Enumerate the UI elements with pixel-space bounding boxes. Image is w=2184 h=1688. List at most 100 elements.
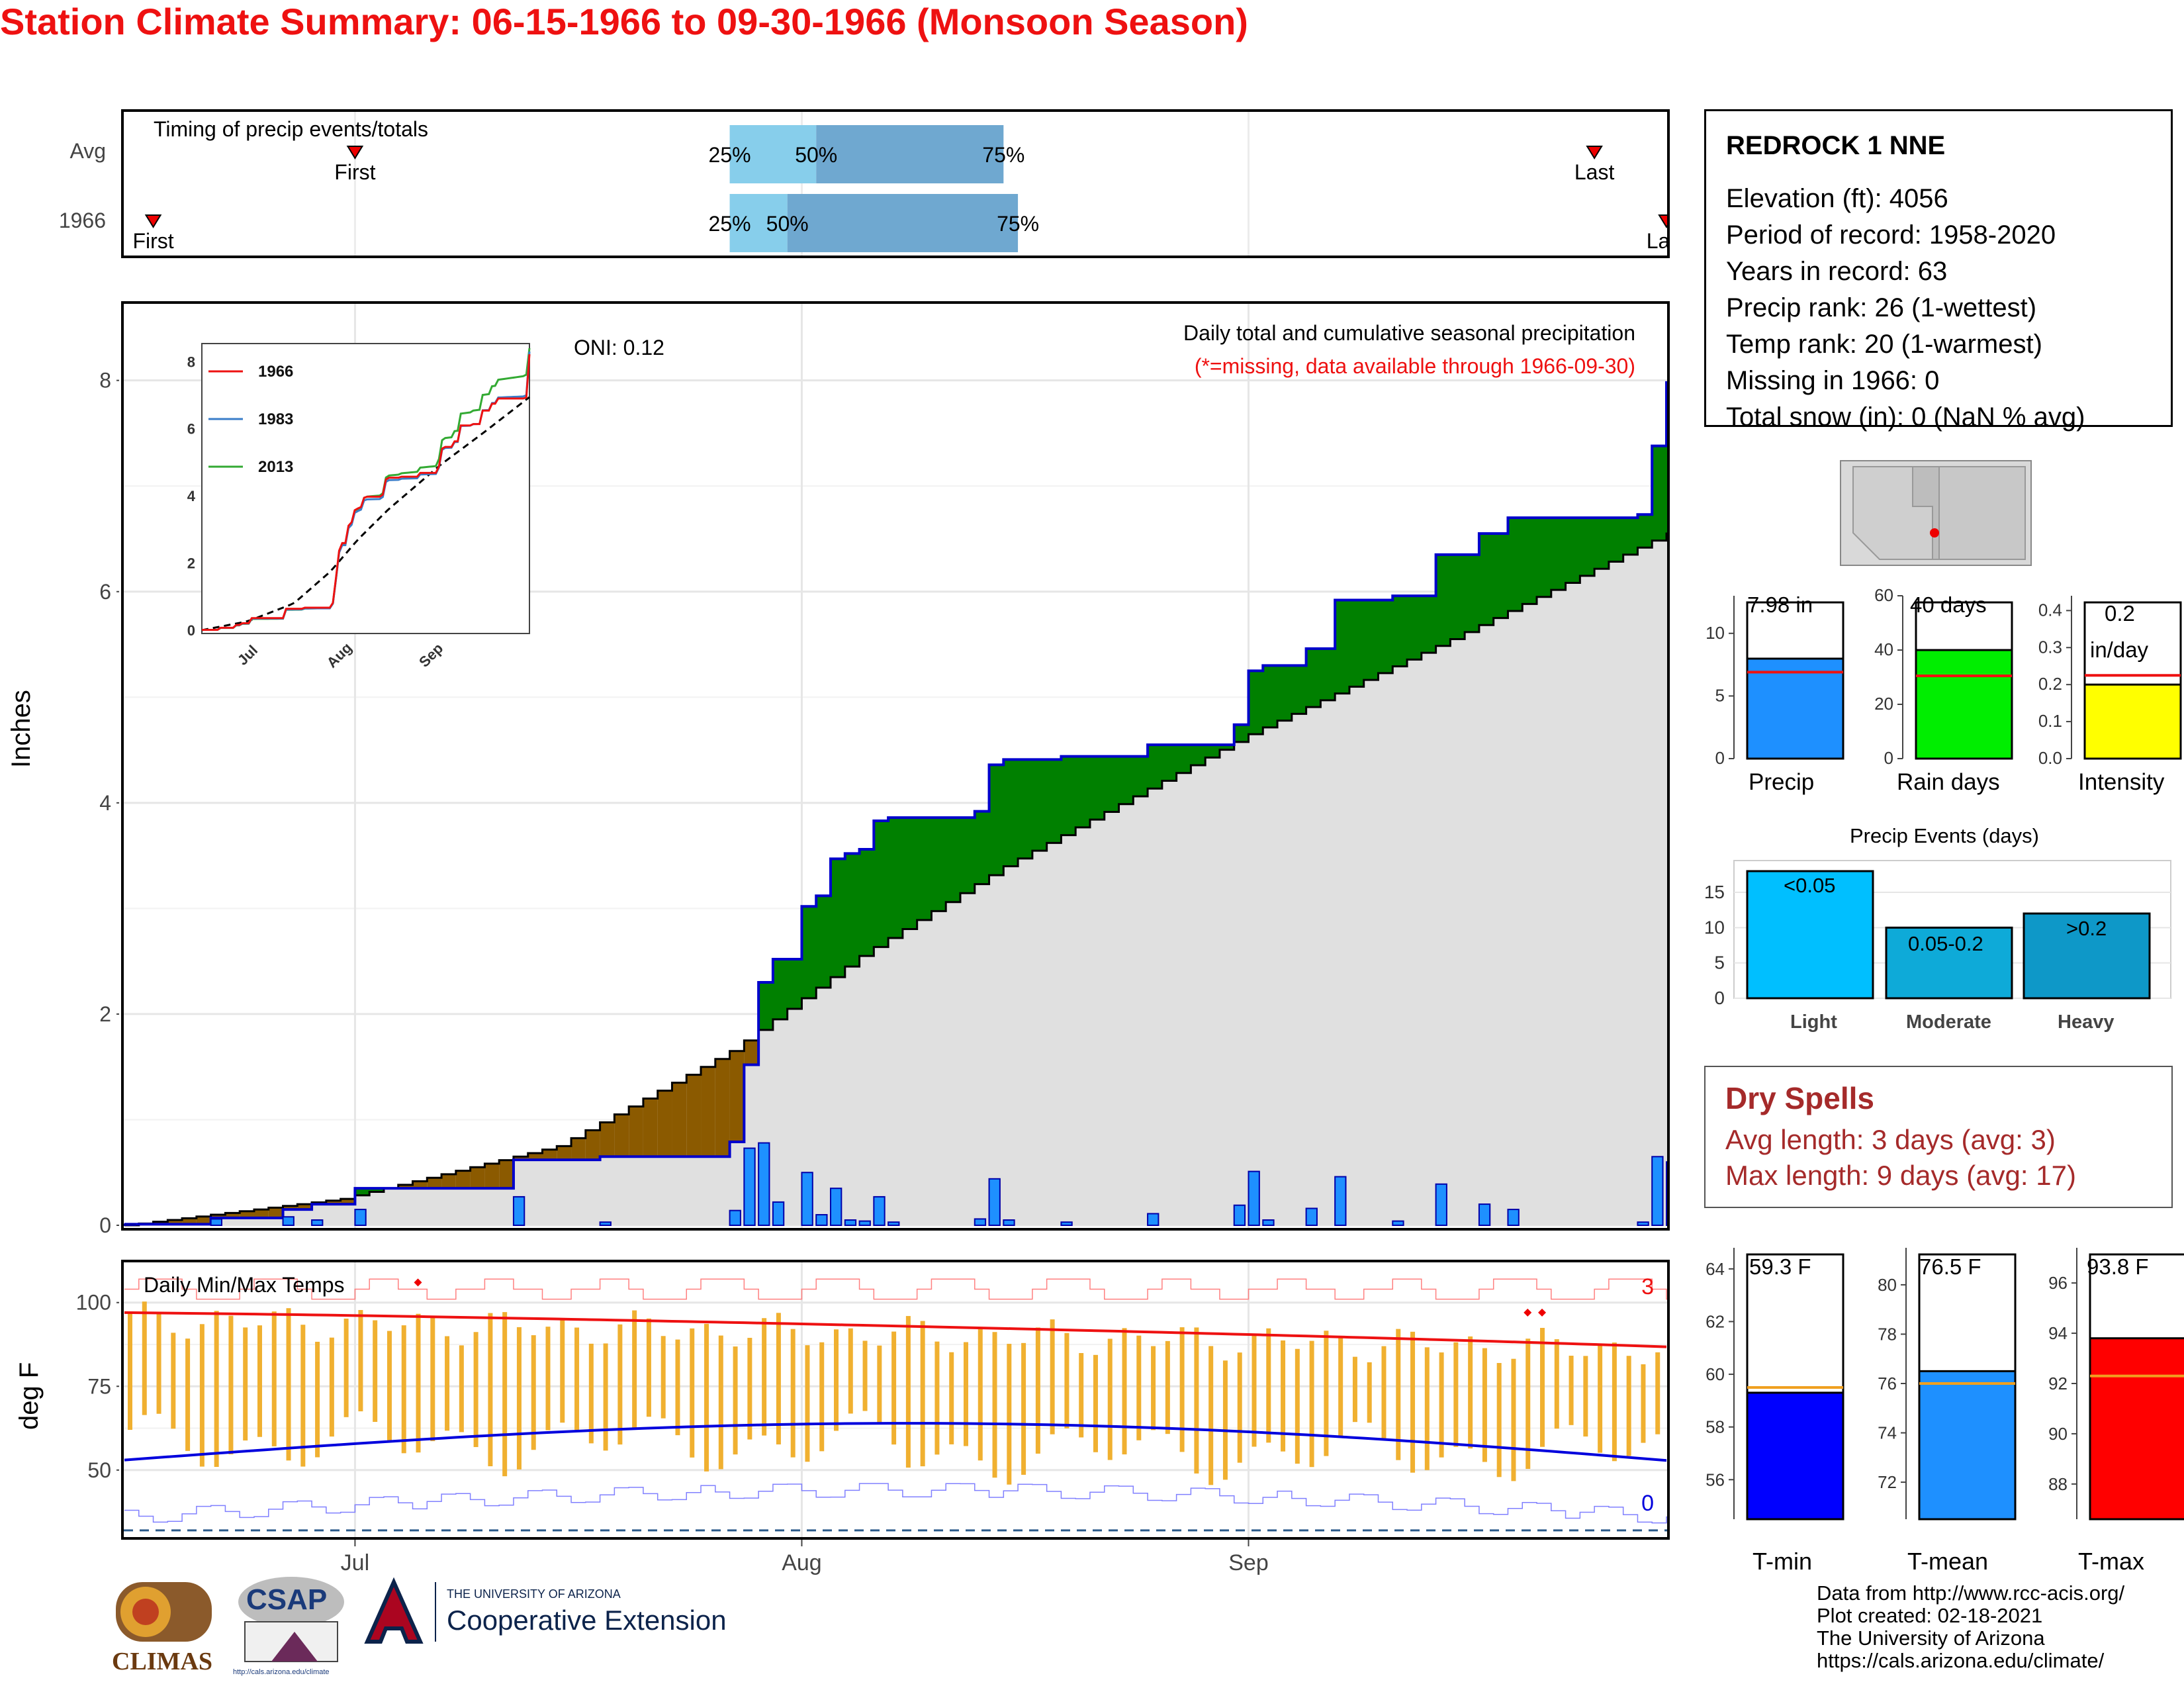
dry-spells-avg: Avg length: 3 days (avg: 3) (1725, 1124, 2056, 1155)
timing-row-year-label: 1966 (58, 209, 106, 232)
timing-p75-label: 75% (997, 212, 1039, 236)
station-snow: Total snow (in): 0 (NaN % avg) (1726, 402, 2085, 432)
anomaly-band (355, 1188, 370, 1196)
daily-temp-bar (905, 1316, 911, 1468)
csap-url: http://cals.arizona.edu/climate (233, 1668, 330, 1676)
daily-temp-bar (1151, 1346, 1156, 1430)
station-precip-rank: Precip rank: 26 (1-wettest) (1726, 293, 2037, 322)
credit-website: https://cals.arizona.edu/climate/ (1817, 1649, 2105, 1672)
anomaly-band (369, 1188, 385, 1192)
anomaly-band (758, 982, 774, 1030)
anomaly-band (888, 818, 903, 939)
daily-temp-bar (1295, 1348, 1300, 1464)
anomaly-band (1089, 756, 1105, 820)
daily-temp-bar (1266, 1328, 1271, 1443)
tbar-bar (1918, 1370, 2017, 1521)
dry-spells-max: Max length: 9 days (avg: 17) (1725, 1160, 2076, 1191)
raindays-bar-value: 40 days (1910, 592, 1987, 617)
anomaly-band (1623, 518, 1639, 555)
mini-y-tick-label: 0.3 (2038, 637, 2062, 657)
y-tick-label: 8 (99, 369, 111, 393)
timing-first-label: First (334, 160, 375, 184)
timing-p50-label: 50% (766, 212, 809, 236)
anomaly-band (1263, 665, 1278, 727)
anomaly-band (1363, 600, 1379, 680)
inset-avg-line (201, 396, 530, 632)
daily-precip-bar (1262, 1219, 1275, 1226)
daily-temp-bar (1208, 1346, 1214, 1485)
anomaly-band (1522, 518, 1537, 604)
daily-temp-bar (1179, 1327, 1185, 1452)
timing-last-marker (1658, 214, 1667, 228)
daily-temp-bar (891, 1331, 897, 1445)
daily-temp-bar (934, 1341, 940, 1455)
daily-temp-bar (329, 1337, 334, 1437)
inset-legend-label: 1983 (258, 410, 293, 428)
daily-temp-bar (776, 1313, 781, 1445)
anomaly-band (1580, 518, 1595, 576)
event-bar-heavy-label: >0.2 (2066, 917, 2107, 940)
daily-temp-bar (1612, 1342, 1617, 1462)
event-category-light: Light (1790, 1011, 1837, 1033)
daily-temp-bar (343, 1318, 349, 1417)
daily-temp-bar (978, 1329, 983, 1461)
daily-precip-bar (210, 1218, 222, 1227)
daily-temp-bar (1626, 1356, 1631, 1456)
anomaly-band (571, 1138, 586, 1160)
daily-temp-bar (1554, 1339, 1559, 1429)
anomaly-band (672, 1082, 687, 1157)
record-high-marker (1538, 1308, 1547, 1317)
daily-temp-bar (401, 1325, 406, 1454)
main-precip-panel: ONI: 0.12 Daily total and cumulative sea… (121, 301, 1670, 1231)
mini-y-tick-label: 5 (1715, 685, 1725, 705)
tmin-label: T-min (1752, 1548, 1812, 1575)
daily-temp-bar (1309, 1340, 1314, 1468)
timing-panel: 25% 50% 75% First Last 25% 50% 75% First Last Tim… (121, 109, 1670, 258)
year-cumulative-line (124, 381, 1667, 1226)
avg-cumulative-band (1089, 820, 1105, 1225)
tbar-y-tick-label: 74 (1878, 1423, 1897, 1443)
temp-label: Daily Min/Max Temps (144, 1273, 345, 1297)
inset-legend-label: 1966 (258, 363, 293, 381)
daily-temp-bar (588, 1343, 594, 1444)
avg-cumulative-band (412, 1181, 428, 1225)
tmin-value: 59.3 F (1749, 1254, 1811, 1279)
anomaly-band (1435, 554, 1451, 646)
daily-temp-bar (877, 1345, 882, 1425)
anomaly-band (253, 1209, 269, 1218)
anomaly-band (1161, 745, 1177, 781)
credit-plot-created: Plot created: 02-18-2021 (1817, 1604, 2043, 1627)
daily-temp-bar (675, 1339, 680, 1436)
daily-temp-bar (1136, 1335, 1142, 1440)
timing-first-marker (346, 146, 364, 160)
anomaly-band (1061, 756, 1076, 835)
avg-cumulative-band (542, 1149, 557, 1225)
events-title: Precip Events (days) (1850, 824, 2039, 847)
avg-cumulative-band (369, 1192, 385, 1225)
anomaly-band (701, 1066, 716, 1157)
avg-cumulative-band (989, 875, 1004, 1225)
anomaly-band (946, 818, 961, 902)
anomaly-band (600, 1122, 615, 1157)
anomaly-band (1392, 596, 1408, 667)
anomaly-band (542, 1149, 557, 1160)
daily-precip-bar (1651, 1156, 1664, 1226)
station-years: Years in record: 63 (1726, 257, 1948, 286)
inset-y-tick: 2 (187, 555, 195, 572)
daily-temp-bar (387, 1331, 392, 1440)
daily-temp-bar (1165, 1340, 1170, 1434)
temp-y-tick-label: 50 (87, 1458, 111, 1482)
daily-temp-bar (1064, 1333, 1069, 1429)
anomaly-band (686, 1074, 702, 1157)
timing-box-upper (816, 125, 1004, 183)
daily-precip-bar (1637, 1221, 1649, 1226)
daily-temp-bar (1352, 1356, 1357, 1423)
anomaly-band (1551, 518, 1567, 590)
main-caption-missing: (*=missing, data available through 1966-… (1194, 354, 1635, 378)
daily-precip-bar (1147, 1213, 1160, 1226)
anomaly-band (1291, 665, 1307, 714)
daily-precip-bar (1233, 1204, 1246, 1227)
daily-temp-bar (992, 1332, 997, 1478)
daily-precip-bar (1392, 1220, 1404, 1227)
anomaly-band (297, 1204, 312, 1210)
